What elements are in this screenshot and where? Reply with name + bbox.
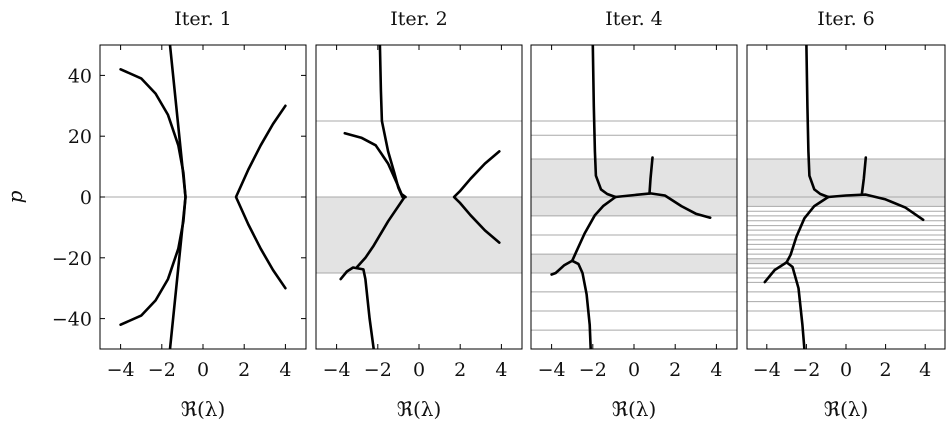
series-curve-4: [339, 266, 375, 349]
x-tick-label: 2: [238, 359, 250, 381]
x-tick-label: −2: [579, 359, 607, 381]
y-tick-label: 20: [68, 126, 92, 148]
series-curve-5: [452, 150, 501, 244]
panel-4: −4 −2 0 2 4 Iter. 6 ℜ(λ): [746, 8, 946, 421]
series-curve-2: [614, 192, 712, 219]
shaded-band-2: [747, 258, 945, 264]
x-tick-label: 2: [454, 359, 466, 381]
x-tick-label: −2: [148, 359, 176, 381]
x-tick-label: 0: [413, 359, 425, 381]
x-tick-label: −4: [323, 359, 351, 381]
x-tick-label: −4: [107, 359, 135, 381]
series-curve-3: [860, 156, 868, 196]
panel-title: Iter. 6: [817, 8, 875, 30]
x-tick-label: 0: [840, 359, 852, 381]
series-curve-4: [570, 195, 617, 263]
series-curve-3: [355, 195, 406, 269]
y-axis-label: p: [3, 190, 27, 203]
shaded-band-1: [747, 159, 945, 207]
y-tick-label: −20: [52, 248, 92, 270]
x-tick-label: 4: [495, 359, 507, 381]
x-tick-label: 4: [279, 359, 291, 381]
x-tick-label: 2: [669, 359, 681, 381]
x-tick-label: −4: [538, 359, 566, 381]
x-tick-label: 4: [710, 359, 722, 381]
y-tick-label: 40: [68, 65, 92, 87]
series-curve-2: [826, 193, 925, 222]
series-curve-1: [805, 45, 830, 199]
panel-title: Iter. 1: [174, 8, 232, 30]
series-curve-5: [763, 261, 788, 284]
shaded-band-1: [531, 159, 737, 216]
x-tick-label: 0: [197, 359, 209, 381]
series-curve-6: [570, 259, 592, 349]
panel-title: Iter. 4: [605, 8, 663, 30]
x-tick-label: −2: [792, 359, 820, 381]
panel-3: −4 −2 0 2 4 Iter. 4 ℜ(λ): [530, 8, 738, 421]
series-curve-3: [234, 104, 287, 290]
series-curve-5: [550, 259, 574, 276]
x-tick-label: 4: [919, 359, 931, 381]
panel-title: Iter. 2: [390, 8, 448, 30]
x-tick-label: 0: [628, 359, 640, 381]
x-axis-label: ℜ(λ): [397, 397, 442, 421]
y-tick-label: −40: [52, 309, 92, 331]
x-tick-label: −4: [753, 359, 781, 381]
x-axis-label: ℜ(λ): [612, 397, 657, 421]
x-axis-label: ℜ(λ): [824, 397, 869, 421]
y-tick-label: 0: [80, 187, 92, 209]
panel-2: −4 −2 0 2 4 Iter. 2 ℜ(λ): [315, 8, 523, 421]
shaded-band-1: [316, 197, 522, 273]
series-curve-4: [785, 195, 830, 264]
x-tick-label: −2: [364, 359, 392, 381]
series-curve-3: [648, 156, 654, 195]
x-tick-label: 2: [880, 359, 892, 381]
series-curve-2: [343, 131, 407, 199]
x-axis-label: ℜ(λ): [181, 397, 226, 421]
series-curve-2: [119, 68, 187, 326]
series-curve-1: [591, 45, 617, 199]
shaded-band-2: [531, 254, 737, 273]
series-curve-6: [785, 261, 806, 349]
